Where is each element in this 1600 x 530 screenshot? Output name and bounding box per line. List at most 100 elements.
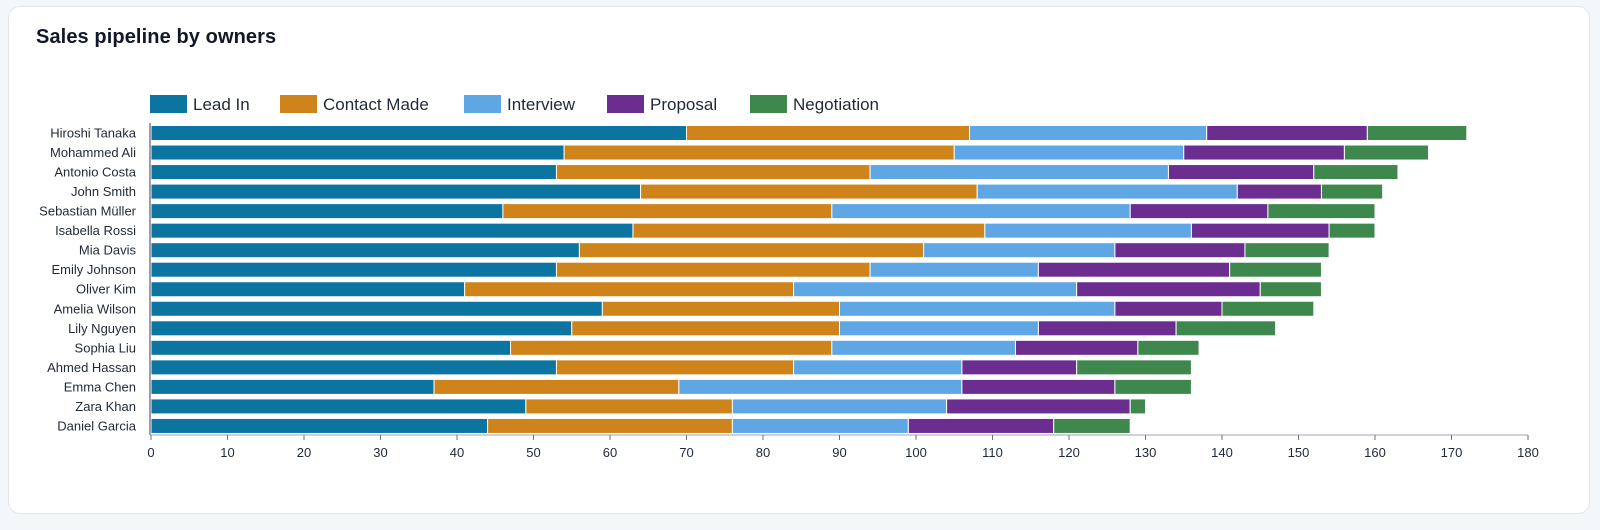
x-tick-label: 70 — [679, 445, 693, 460]
bar-row-mia-davis — [150, 242, 1330, 259]
legend-label-lead-in: Lead In — [193, 95, 250, 114]
category-label: Amelia Wilson — [54, 301, 136, 316]
category-label: Isabella Rossi — [55, 223, 136, 238]
bar-segment-proposal — [1183, 144, 1345, 161]
bar-segment-contact-made — [487, 417, 733, 434]
bar-row-emily-johnson — [150, 261, 1322, 278]
legend-swatch-interview — [464, 95, 501, 113]
legend: Lead In Contact Made Interview Proposal Nego… — [150, 95, 879, 114]
bar-row-lily-nguyen — [150, 320, 1277, 337]
category-label: Sophia Liu — [75, 340, 136, 355]
bar-segment-proposal — [1206, 125, 1368, 141]
x-tick-label: 110 — [982, 445, 1003, 460]
category-label: Emily Johnson — [51, 262, 136, 277]
bar-segment-contact-made — [555, 261, 871, 278]
bar-segment-proposal — [1014, 339, 1139, 356]
bar-segment-proposal — [946, 398, 1131, 415]
x-tick-label: 160 — [1364, 445, 1386, 460]
bar-segment-contact-made — [525, 398, 733, 415]
bar-segment-interview — [793, 281, 1078, 298]
bar-segment-proposal — [1190, 222, 1330, 239]
bar-segment-lead-in — [150, 203, 504, 220]
axes: 0 10 20 30 40 50 60 70 80 90 100 110 120 130 140 150 160… — [147, 123, 1539, 460]
bar-segment-lead-in — [150, 300, 603, 317]
bar-segment-interview — [731, 398, 948, 415]
bar-row-daniel-garcia — [150, 417, 1131, 434]
bar-segment-contact-made — [555, 164, 871, 181]
x-tick-label: 0 — [147, 445, 154, 460]
bar-segment-lead-in — [150, 398, 527, 415]
bar-segment-negotiation — [1137, 339, 1200, 356]
bar-segment-contact-made — [632, 222, 986, 239]
x-tick-label: 60 — [603, 445, 617, 460]
bar-row-antonio-costa — [150, 164, 1399, 181]
x-tick-label: 140 — [1211, 445, 1233, 460]
bar-segment-proposal — [1167, 164, 1315, 181]
x-tick-label: 100 — [905, 445, 927, 460]
bar-row-amelia-wilson — [150, 300, 1315, 317]
x-tick-label: 180 — [1517, 445, 1539, 460]
bar-segment-negotiation — [1343, 144, 1430, 161]
bar-segment-interview — [953, 144, 1185, 161]
bar-segment-negotiation — [1267, 203, 1376, 220]
legend-label-interview: Interview — [507, 95, 576, 114]
x-tick-label: 30 — [373, 445, 387, 460]
bar-segment-negotiation — [1259, 281, 1322, 298]
bar-segment-contact-made — [563, 144, 955, 161]
bar-segment-contact-made — [555, 359, 795, 376]
x-tick-label: 20 — [297, 445, 311, 460]
bar-row-zara-khan — [150, 398, 1146, 415]
category-label: Lily Nguyen — [68, 321, 136, 336]
bar-segment-negotiation — [1229, 261, 1322, 278]
bar-row-sebastian-m-ller — [150, 203, 1376, 220]
category-labels: Hiroshi Tanaka Mohammed Ali Antonio Costa J… — [39, 126, 137, 434]
category-label: Oliver Kim — [76, 282, 136, 297]
bar-segment-negotiation — [1053, 417, 1131, 434]
category-label: John Smith — [71, 184, 136, 199]
bar-segment-proposal — [961, 359, 1078, 376]
legend-swatch-lead-in — [150, 95, 187, 113]
x-tick-label: 130 — [1135, 445, 1157, 460]
bar-row-sophia-liu — [150, 339, 1200, 356]
bar-segment-proposal — [907, 417, 1055, 434]
bar-segment-negotiation — [1313, 164, 1399, 181]
bar-row-oliver-kim — [150, 281, 1322, 298]
bar-segment-lead-in — [150, 320, 573, 337]
bar-segment-contact-made — [502, 203, 833, 220]
bars — [150, 125, 1468, 434]
category-label: Hiroshi Tanaka — [50, 126, 137, 141]
bar-segment-proposal — [1129, 203, 1269, 220]
bar-segment-proposal — [1114, 300, 1223, 317]
bar-row-emma-chen — [150, 378, 1192, 395]
bar-row-ahmed-hassan — [150, 359, 1192, 376]
bar-row-mohammed-ali — [150, 144, 1430, 161]
legend-swatch-contact-made — [280, 95, 317, 113]
legend-label-contact-made: Contact Made — [323, 95, 429, 114]
bar-segment-lead-in — [150, 242, 580, 259]
bar-segment-negotiation — [1244, 242, 1330, 259]
bar-segment-interview — [869, 164, 1169, 181]
bar-segment-interview — [678, 378, 963, 395]
bar-segment-negotiation — [1114, 378, 1192, 395]
bar-segment-interview — [831, 203, 1131, 220]
bar-segment-contact-made — [571, 320, 840, 337]
bar-segment-lead-in — [150, 378, 435, 395]
bar-segment-lead-in — [150, 339, 512, 356]
bar-segment-contact-made — [510, 339, 833, 356]
bar-segment-contact-made — [578, 242, 925, 259]
legend-swatch-proposal — [607, 95, 644, 113]
bar-segment-negotiation — [1221, 300, 1315, 317]
bar-row-hiroshi-tanaka — [150, 125, 1468, 141]
x-tick-label: 150 — [1288, 445, 1310, 460]
bar-segment-negotiation — [1076, 359, 1192, 376]
bar-segment-interview — [793, 359, 963, 376]
bar-segment-lead-in — [150, 183, 642, 200]
bar-segment-contact-made — [686, 125, 971, 141]
x-tick-label: 10 — [220, 445, 234, 460]
x-tick-label: 120 — [1058, 445, 1080, 460]
bar-segment-negotiation — [1328, 222, 1376, 239]
bar-segment-proposal — [1037, 261, 1231, 278]
bar-segment-negotiation — [1129, 398, 1146, 415]
bar-segment-proposal — [961, 378, 1116, 395]
x-tick-label: 90 — [832, 445, 846, 460]
